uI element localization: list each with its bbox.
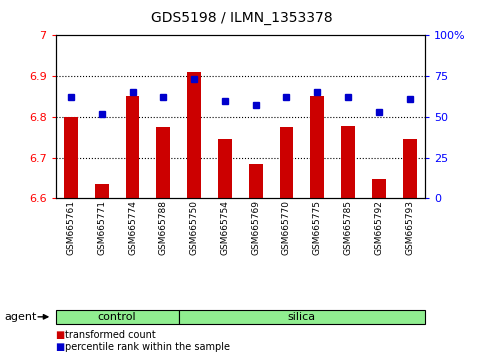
Bar (249, 164, 263, 198)
Bar (218, 139, 232, 198)
Bar (341, 126, 355, 198)
Bar (372, 179, 386, 198)
Bar (156, 127, 170, 198)
Text: GSM665775: GSM665775 (313, 200, 322, 255)
Bar (95, 184, 109, 198)
Text: GSM665769: GSM665769 (251, 200, 260, 255)
Text: ■: ■ (56, 330, 65, 339)
Bar (403, 139, 416, 198)
Text: GSM665754: GSM665754 (220, 200, 229, 255)
Text: ■: ■ (56, 342, 65, 352)
Text: GSM665771: GSM665771 (97, 200, 106, 255)
Text: GSM665788: GSM665788 (159, 200, 168, 255)
Text: silica: silica (288, 312, 316, 322)
Text: GSM665792: GSM665792 (374, 200, 384, 255)
Text: percentile rank within the sample: percentile rank within the sample (65, 342, 230, 352)
Text: GSM665750: GSM665750 (190, 200, 199, 255)
Text: GSM665770: GSM665770 (282, 200, 291, 255)
Text: GSM665774: GSM665774 (128, 200, 137, 255)
Text: GSM665761: GSM665761 (67, 200, 75, 255)
Text: control: control (98, 312, 136, 322)
Bar (280, 127, 293, 198)
Bar (187, 72, 201, 198)
Bar (126, 97, 140, 198)
Text: agent: agent (5, 312, 37, 322)
Text: GSM665793: GSM665793 (405, 200, 414, 255)
Text: GDS5198 / ILMN_1353378: GDS5198 / ILMN_1353378 (151, 11, 332, 25)
Bar (311, 97, 324, 198)
Text: GSM665785: GSM665785 (343, 200, 353, 255)
Text: transformed count: transformed count (65, 330, 156, 339)
Bar (64, 117, 78, 198)
